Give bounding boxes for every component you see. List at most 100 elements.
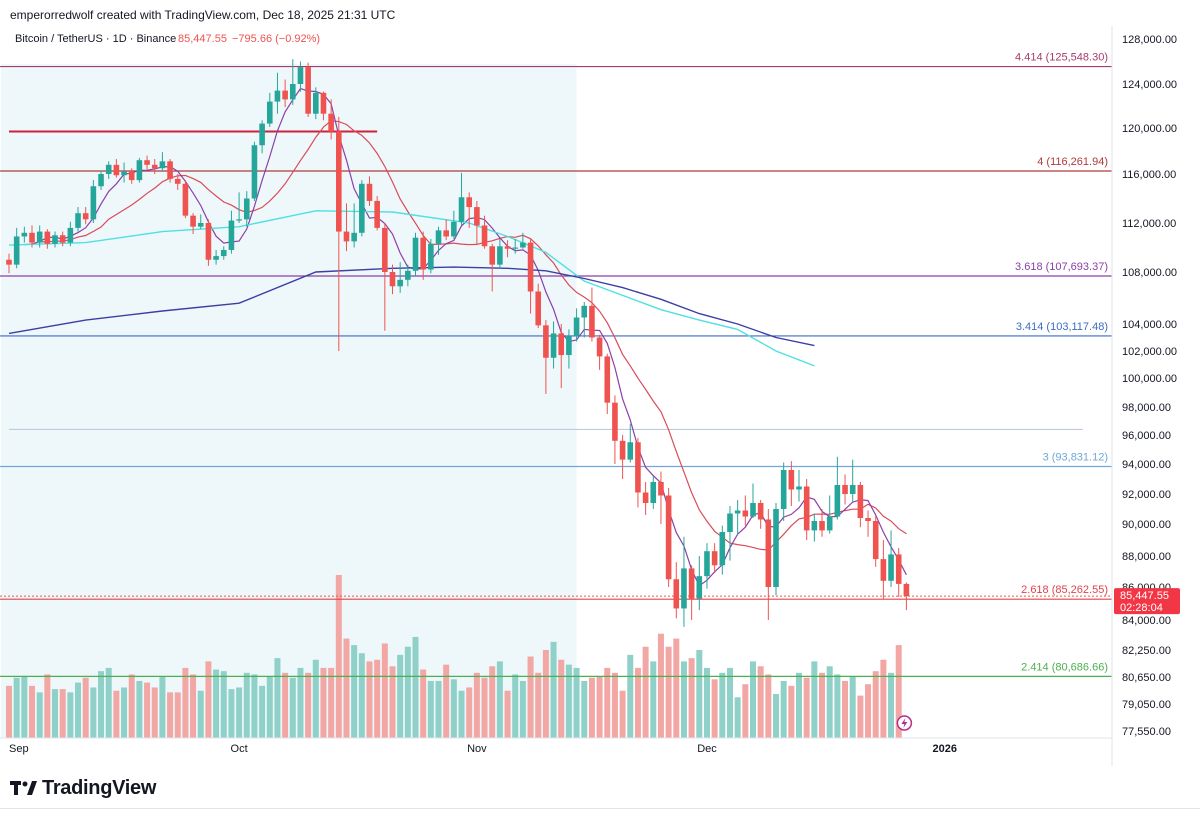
volume-bar	[59, 689, 66, 738]
volume-bar	[834, 674, 841, 738]
divider	[0, 808, 1200, 809]
volume-bar	[512, 674, 519, 738]
candle	[757, 500, 764, 529]
candle	[243, 191, 250, 227]
volume-bar	[190, 674, 197, 738]
candle	[274, 72, 281, 114]
candle-body	[351, 232, 357, 242]
candle	[336, 117, 342, 351]
candle	[589, 287, 595, 342]
price-tick-label: 82,250.00	[1122, 645, 1171, 657]
candle-body	[489, 246, 496, 265]
candle	[282, 79, 288, 108]
candle-body	[765, 519, 772, 587]
candle-body	[619, 440, 626, 460]
candle	[865, 510, 871, 537]
candle	[105, 161, 112, 179]
price-chart-svg[interactable]: 4.414 (125,548.30) 4 (116,261.94) 3.618 (1…	[0, 26, 1200, 766]
candle	[397, 262, 403, 293]
candle	[228, 210, 235, 254]
price-tick-label: 77,550.00	[1122, 726, 1171, 738]
price-tick-label: 100,000.00	[1122, 373, 1177, 385]
volume-bar	[588, 677, 595, 738]
volume-bar	[842, 680, 849, 738]
candle-body	[274, 90, 281, 102]
candle	[543, 320, 549, 394]
candle-body	[681, 568, 687, 609]
volume-bar	[289, 677, 296, 738]
price-label-value: 85,447.55	[1120, 590, 1169, 602]
candle-body	[67, 227, 74, 243]
fib-level-label: 2.414 (80,686.66)	[1021, 661, 1108, 673]
price-change: −795.66 (−0.92%)	[232, 33, 320, 45]
volume-bar	[796, 672, 803, 738]
price-tick-label: 112,000.00	[1122, 218, 1176, 230]
candle	[136, 157, 143, 183]
fib-level-label: 2.618 (85,262.55)	[1021, 584, 1108, 596]
candle-body	[849, 485, 856, 494]
volume-bar	[312, 659, 319, 738]
candle-body	[719, 532, 726, 566]
volume-bar	[888, 672, 895, 738]
volume-bar	[182, 667, 189, 738]
candle-body	[52, 235, 58, 244]
last-price: 85,447.55	[178, 33, 227, 45]
volume-bar	[642, 646, 649, 738]
candle-body	[144, 160, 150, 165]
candle-body	[90, 186, 97, 220]
ma-navy-line	[8, 266, 815, 347]
volume-bar	[205, 661, 212, 738]
volume-bar	[351, 645, 358, 738]
candle-body	[535, 291, 542, 326]
volume-bar	[389, 666, 396, 738]
volume-bar	[458, 690, 465, 738]
volume-bar	[519, 680, 526, 738]
candle-body	[251, 145, 258, 199]
candle	[857, 482, 864, 528]
candle-body	[182, 183, 189, 216]
candle	[704, 543, 710, 589]
price-tick-label: 104,000.00	[1122, 319, 1177, 331]
candle-body	[880, 559, 887, 581]
ma-red-line	[39, 120, 907, 551]
volume-bar	[412, 636, 419, 738]
candle-body	[336, 131, 342, 232]
volume-bar	[274, 658, 281, 738]
volume-bar	[21, 676, 28, 738]
candle-body	[443, 230, 449, 237]
volume-bar	[596, 676, 603, 738]
volume-bar	[213, 669, 220, 738]
candle	[650, 476, 657, 509]
candle-body	[190, 215, 196, 227]
time-tick-label: Sep	[9, 743, 29, 755]
candle-body	[289, 84, 296, 100]
volume-bar	[542, 649, 549, 738]
candle	[405, 264, 411, 287]
candle-body	[865, 518, 871, 521]
candle	[481, 215, 488, 249]
candle-body	[13, 236, 20, 265]
volume-bar	[826, 666, 833, 738]
candle	[903, 582, 910, 611]
candle	[259, 120, 265, 154]
price-label-countdown: 02:28:04	[1120, 602, 1163, 614]
volume-bar	[167, 692, 174, 738]
candle-body	[282, 90, 288, 100]
candle	[36, 225, 43, 248]
candle-body	[59, 235, 66, 243]
candle-body	[581, 305, 588, 318]
candle	[90, 180, 97, 223]
candle	[98, 170, 104, 190]
candle	[451, 210, 457, 239]
candle	[535, 283, 542, 329]
fib-level-label: 3.414 (103,117.48)	[1016, 321, 1108, 333]
candle	[788, 461, 795, 506]
time-tick-label: 2026	[932, 743, 956, 755]
volume-bar	[52, 689, 59, 738]
candle-body	[136, 160, 143, 181]
candle-body	[481, 225, 488, 247]
volume-bar	[105, 667, 112, 738]
flash-icon[interactable]	[896, 715, 913, 731]
price-tick-label: 88,000.00	[1122, 551, 1171, 563]
chart-area[interactable]: 4.414 (125,548.30) 4 (116,261.94) 3.618 (1…	[0, 26, 1200, 766]
